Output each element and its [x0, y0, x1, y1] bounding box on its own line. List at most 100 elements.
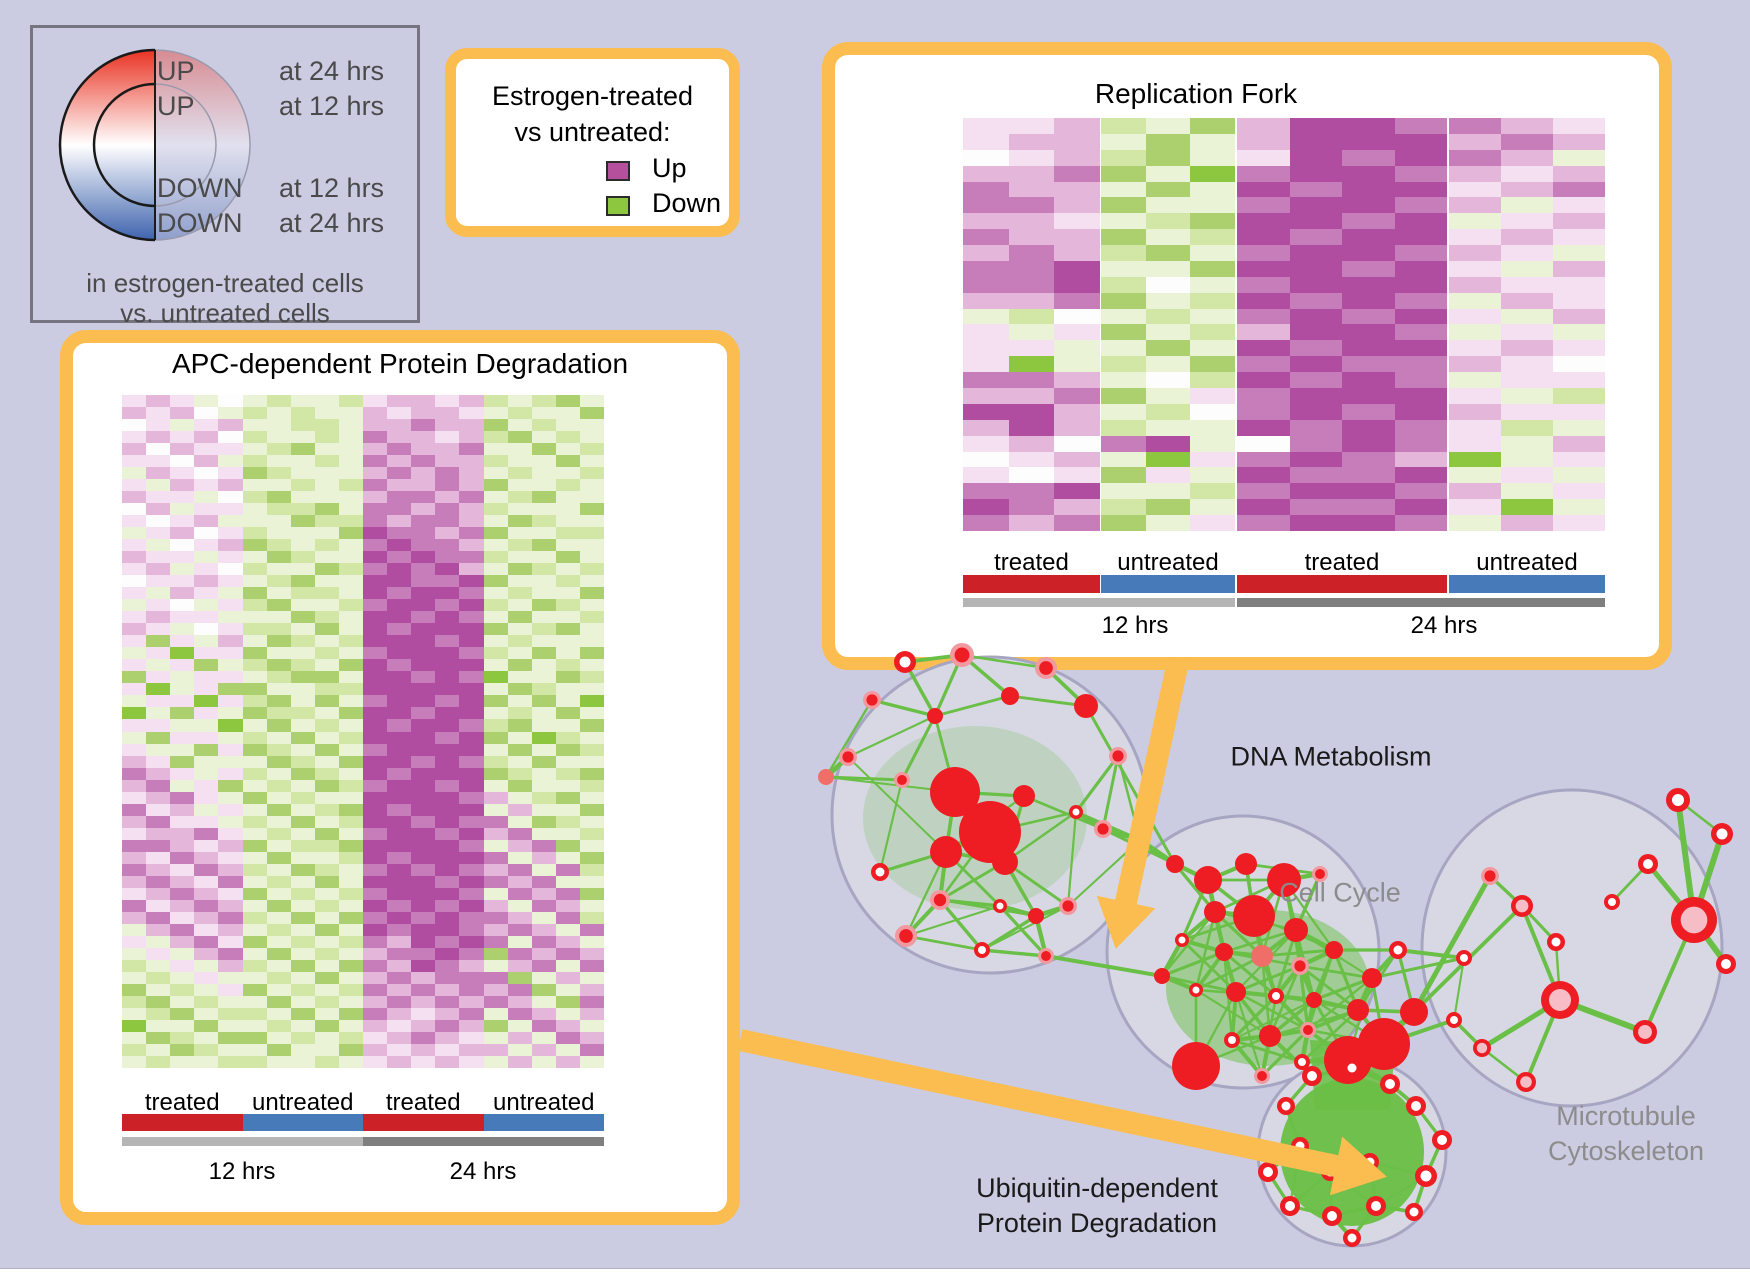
apc-heatmap-cell — [242, 455, 267, 468]
apc-heatmap-cell — [314, 971, 339, 984]
rf-heatmap-cell — [1190, 276, 1235, 293]
network-edge — [1383, 1018, 1455, 1046]
apc-heatmap-cell — [194, 731, 219, 744]
rf-heatmap-cell — [1342, 292, 1395, 309]
network-node-gene — [930, 890, 950, 910]
rf-heatmap-cell — [1394, 181, 1447, 198]
network-edge — [1312, 949, 1336, 1001]
apc-heatmap-cell — [194, 599, 219, 612]
apc-heatmap-cell — [314, 707, 339, 720]
rf-heatmap-cell — [1553, 403, 1605, 420]
network-node-gene — [1109, 747, 1127, 765]
network-node-gene — [895, 925, 917, 947]
network-edge — [1266, 1171, 1292, 1207]
apc-heatmap-cell — [555, 923, 580, 936]
rf-heatmap-cell — [1394, 133, 1447, 150]
apc-heatmap-cell — [146, 467, 171, 480]
apc-heatmap-cell — [266, 467, 291, 480]
rf-heatmap-cell — [1449, 292, 1501, 309]
apc-heatmap-cell — [459, 731, 484, 744]
network-edge — [1643, 919, 1696, 1033]
rf-heatmap-cell — [1237, 499, 1290, 516]
apc-heatmap-cell — [146, 563, 171, 576]
rf-heatmap-cell — [1054, 276, 1100, 293]
apc-heatmap-cell — [146, 947, 171, 960]
apc-heatmap-cell — [170, 1007, 195, 1020]
network-node-gene — [1516, 1072, 1536, 1092]
rf-heatmap-cell — [1342, 181, 1395, 198]
apc-heatmap-cell — [411, 659, 436, 672]
apc-heatmap-cell — [555, 455, 580, 468]
network-edge — [1691, 833, 1725, 921]
network-node-core — [1608, 898, 1616, 906]
apc-heatmap-cell — [218, 755, 243, 768]
apc-heatmap-cell — [555, 743, 580, 756]
apc-heatmap-cell — [531, 947, 556, 960]
rf-heatmap-cell — [1342, 403, 1395, 420]
apc-heatmap-cell — [555, 623, 580, 636]
apc-heatmap-cell — [531, 935, 556, 948]
apc-heatmap-cell — [242, 683, 267, 696]
apc-heatmap-cell — [459, 395, 484, 408]
apc-heatmap-cell — [459, 1043, 484, 1056]
apc-heatmap-cell — [531, 539, 556, 552]
apc-heatmap-cell — [146, 923, 171, 936]
apc-heatmap-cell — [435, 1019, 460, 1032]
apc-heatmap-cell — [507, 923, 532, 936]
network-node-core — [1476, 1042, 1488, 1054]
apc-heatmap-cell — [218, 707, 243, 720]
rf-heatmap-cell — [1289, 149, 1342, 166]
rf-heatmap-cell — [1449, 372, 1501, 389]
rf-heatmap-cell — [963, 213, 1009, 230]
apc-heatmap-cell — [266, 983, 291, 996]
apc-heatmap-cell — [338, 467, 363, 480]
apc-heatmap-cell — [435, 551, 460, 564]
apc-sample-bar-2 — [363, 1114, 484, 1131]
rf-heatmap-cell — [1342, 324, 1395, 341]
rf-heatmap-cell — [1145, 340, 1191, 357]
apc-heatmap-cell — [314, 587, 339, 600]
apc-heatmap-cell — [531, 911, 556, 924]
rf-heatmap-cell — [1237, 324, 1290, 341]
network-node-core — [1420, 1170, 1432, 1182]
network-node-gene — [1268, 988, 1284, 1004]
apc-heatmap-cell — [170, 815, 195, 828]
legend-caption-line1: in estrogen-treated cells — [86, 268, 364, 298]
rf-heatmap-cell — [1394, 118, 1447, 134]
network-node-gene — [1358, 1018, 1410, 1070]
apc-heatmap-cell — [122, 443, 147, 456]
rf-heatmap-cell — [1553, 229, 1605, 246]
apc-heatmap-cell — [411, 407, 436, 420]
network-node-gene — [1638, 854, 1658, 874]
network-edge — [1235, 964, 1301, 994]
apc-heatmap-cell — [290, 899, 315, 912]
apc-heatmap-cell — [242, 899, 267, 912]
apc-heatmap-cell — [290, 935, 315, 948]
network-edge — [1214, 910, 1297, 932]
apc-heatmap-cell — [170, 755, 195, 768]
rf-sample-bar-2 — [1237, 575, 1447, 593]
apc-heatmap-cell — [435, 491, 460, 504]
apc-heatmap-cell — [459, 827, 484, 840]
apc-heatmap-cell — [435, 443, 460, 456]
rf-heatmap-group-3 — [1449, 118, 1605, 531]
apc-heatmap-cell — [194, 863, 219, 876]
apc-heatmap-cell — [531, 611, 556, 624]
apc-heatmap-cell — [507, 659, 532, 672]
apc-heatmap-cell — [170, 575, 195, 588]
network-node-core — [996, 902, 1004, 910]
apc-heatmap-cell — [290, 875, 315, 888]
apc-heatmap-cell — [218, 515, 243, 528]
rf-heatmap-cell — [1501, 292, 1553, 309]
apc-heatmap-cell — [266, 887, 291, 900]
apc-heatmap-cell — [194, 875, 219, 888]
apc-heatmap-cell — [555, 827, 580, 840]
apc-heatmap-cell — [531, 647, 556, 660]
apc-heatmap-cell — [363, 503, 388, 516]
network-edge — [1213, 911, 1238, 993]
apc-heatmap-cell — [146, 971, 171, 984]
apc-heatmap-cell — [314, 1019, 339, 1032]
apc-heatmap-cell — [579, 767, 604, 780]
apc-heatmap-cell — [579, 503, 604, 516]
rf-heatmap-cell — [1342, 435, 1395, 452]
